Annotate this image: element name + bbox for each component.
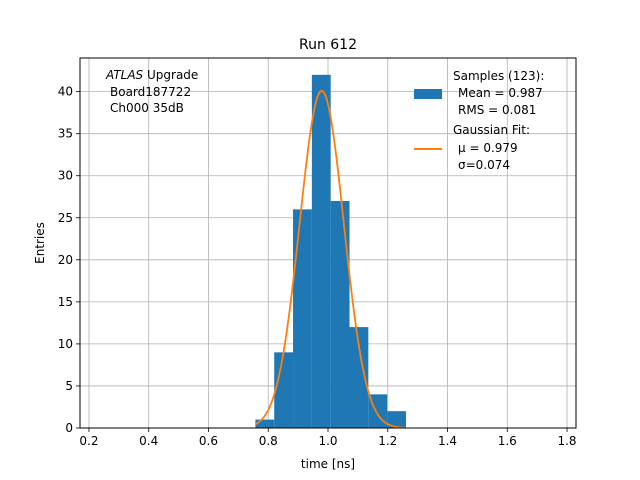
x-tick-label: 0.4 — [139, 434, 158, 448]
legend-samples-label: Samples (123): — [453, 69, 544, 83]
x-tick-label: 1.4 — [438, 434, 457, 448]
y-tick-label: 25 — [58, 211, 73, 225]
x-tick-label: 0.2 — [79, 434, 98, 448]
y-tick-label: 5 — [65, 379, 73, 393]
y-tick-label: 30 — [58, 169, 73, 183]
x-tick-label: 1.2 — [378, 434, 397, 448]
y-tick-label: 40 — [58, 85, 73, 99]
x-tick-label: 0.6 — [199, 434, 218, 448]
annotation-atlas: ATLAS — [105, 68, 144, 82]
histogram-bar — [387, 411, 406, 428]
histogram-bar — [255, 419, 275, 428]
x-tick-label: 1.8 — [557, 434, 576, 448]
histogram-bar — [274, 352, 294, 428]
y-tick-label: 10 — [58, 337, 73, 351]
y-tick-label: 35 — [58, 127, 73, 141]
chart-title: Run 612 — [299, 37, 357, 53]
y-tick-label: 15 — [58, 295, 73, 309]
legend: Samples (123): Mean = 0.987 RMS = 0.081 … — [414, 69, 544, 172]
y-tick-label: 0 — [65, 421, 73, 435]
x-tick-label: 1.6 — [498, 434, 517, 448]
legend-fit-mu: μ = 0.979 — [458, 141, 518, 155]
svg-text:ATLAS Upgrade: ATLAS Upgrade — [105, 68, 198, 82]
gaussian-fit-line — [254, 89, 407, 429]
run-annotation: ATLAS Upgrade Board187722 Ch000 35dB — [105, 68, 198, 115]
legend-samples-swatch — [414, 89, 442, 99]
y-tick-label: 20 — [58, 253, 73, 267]
histogram-bar — [311, 74, 331, 429]
legend-samples-mean: Mean = 0.987 — [458, 86, 543, 100]
legend-fit-sigma: σ=0.074 — [458, 158, 510, 172]
histogram-bar — [330, 200, 350, 428]
histogram-bar — [349, 327, 369, 428]
annotation-channel: Ch000 35dB — [110, 101, 184, 115]
x-axis-label: time [ns] — [301, 457, 355, 471]
x-tick-label: 1.0 — [318, 434, 337, 448]
gaussian-fit-curve — [254, 89, 407, 429]
histogram-bars — [255, 74, 406, 429]
annotation-board: Board187722 — [110, 85, 191, 99]
legend-samples-rms: RMS = 0.081 — [458, 103, 536, 117]
axis-ticks: 0.2 0.4 0.6 0.8 1.0 1.2 1.4 1.6 1.8 0 5 10 15 20 25 30 3… — [58, 85, 577, 448]
histogram-bar — [293, 209, 312, 428]
annotation-upgrade: Upgrade — [143, 68, 198, 82]
legend-fit-label: Gaussian Fit: — [453, 123, 530, 137]
y-axis-label: Entries — [33, 222, 47, 264]
x-tick-label: 0.8 — [259, 434, 278, 448]
